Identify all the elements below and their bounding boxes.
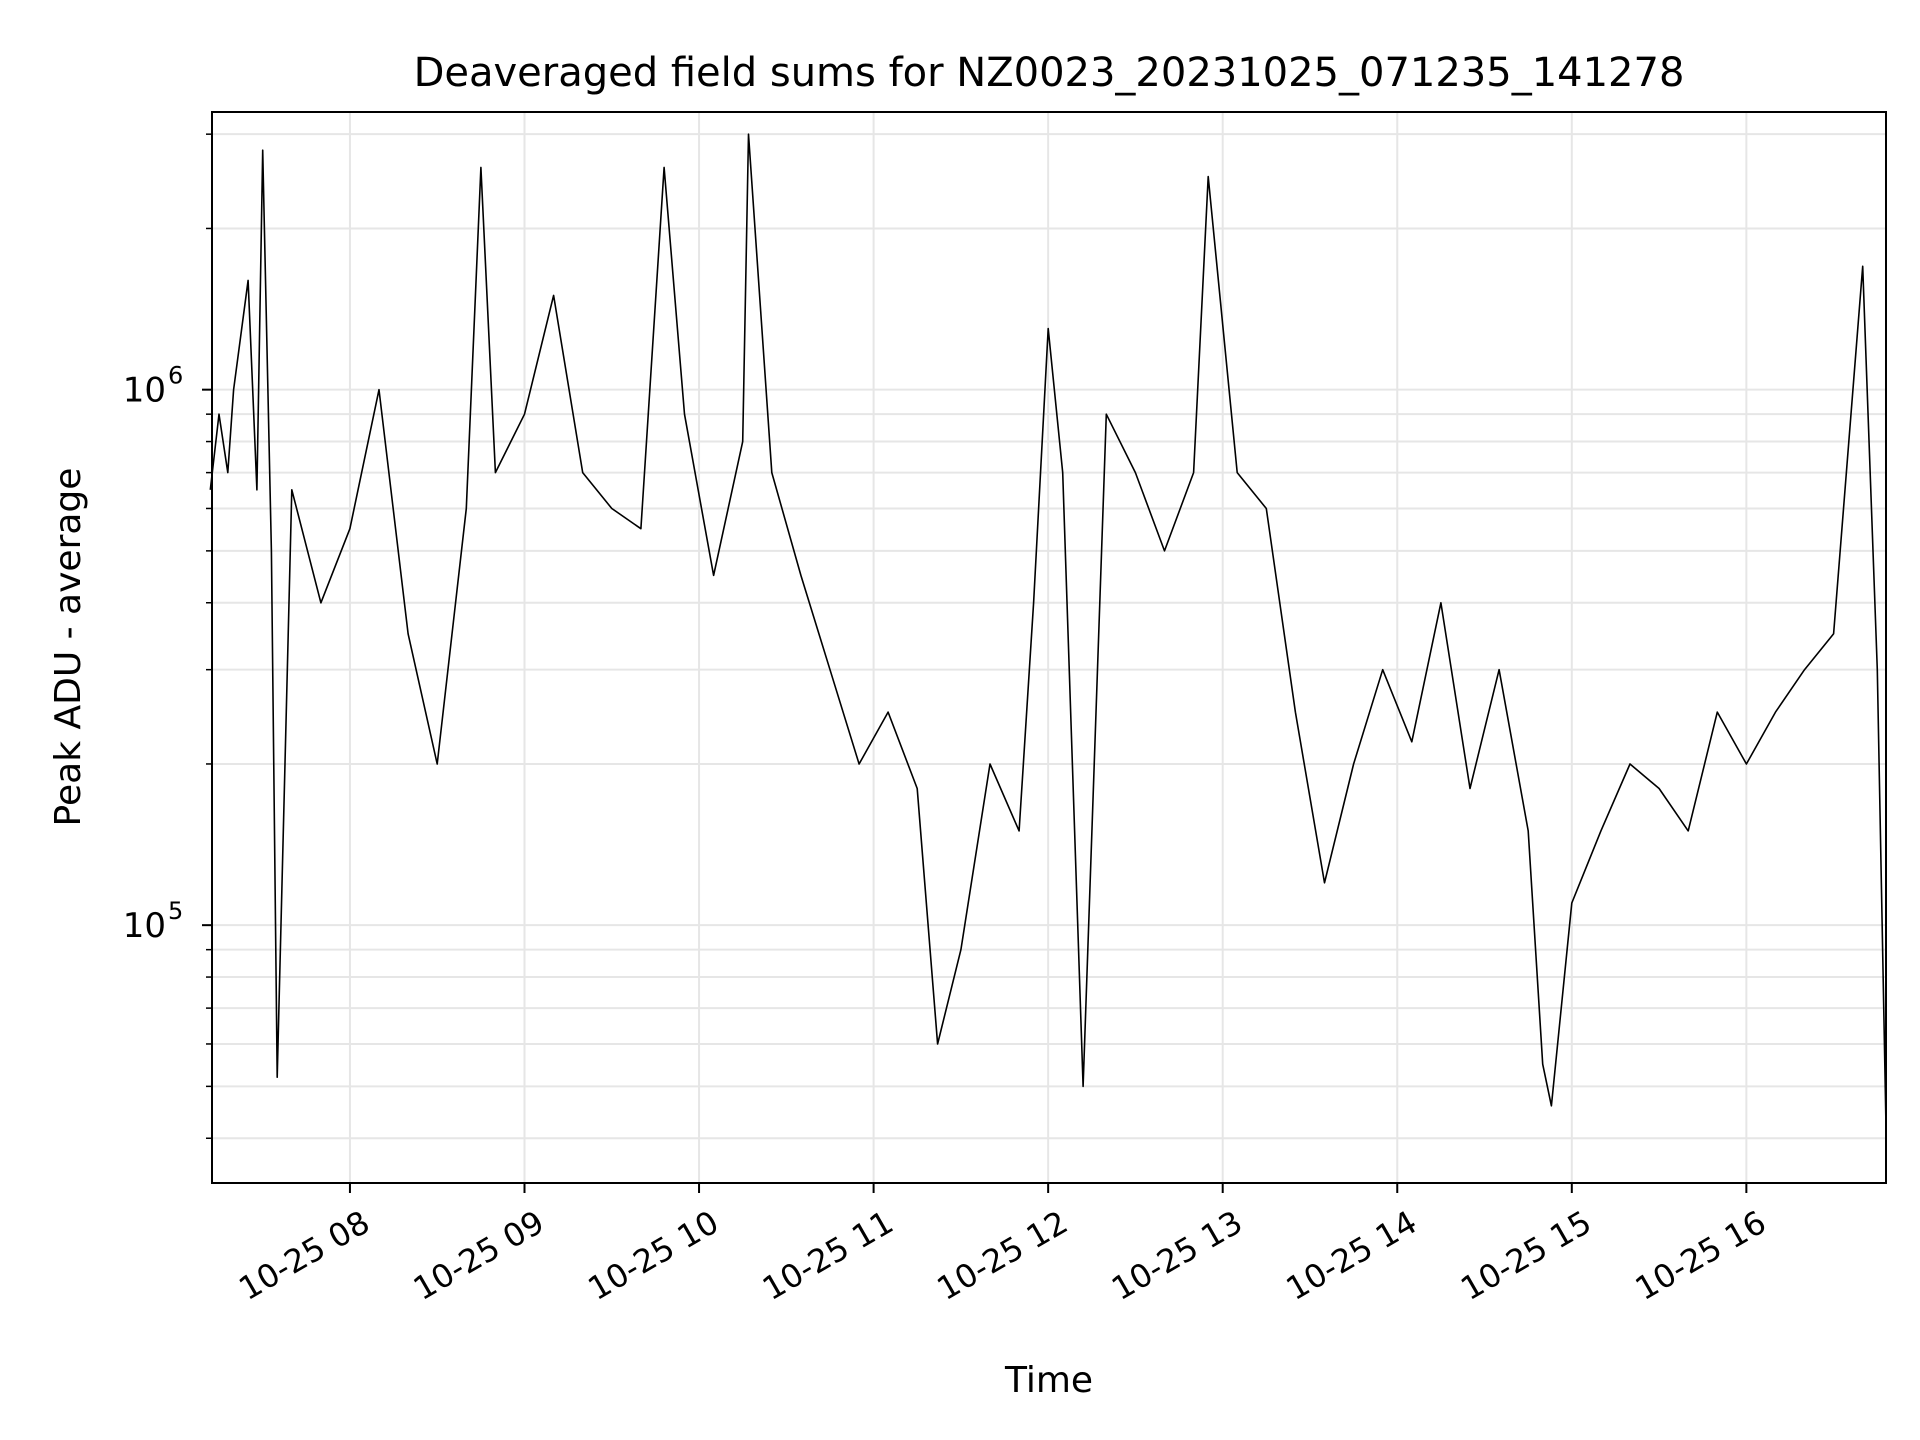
x-axis-label: Time (1004, 1360, 1093, 1401)
y-tick-exponent: 5 (168, 897, 183, 925)
x-tick-label: 10-25 08 (232, 1203, 376, 1308)
y-tick-exponent: 6 (168, 362, 183, 390)
x-tick-label: 10-25 12 (931, 1203, 1075, 1308)
x-tick-label: 10-25 15 (1454, 1203, 1598, 1308)
x-tick-label: 10-25 11 (756, 1203, 900, 1308)
y-axis-label: Peak ADU - average (48, 468, 89, 827)
x-tick-label: 10-25 16 (1629, 1203, 1773, 1308)
x-tick-label: 10-25 10 (581, 1203, 725, 1308)
x-tick-label: 10-25 13 (1105, 1203, 1249, 1308)
x-axis: 10-25 08 10-25 09 10-25 10 10-25 11 10-25 12… (232, 1183, 1772, 1308)
chart-title: Deaveraged field sums for NZ0023_2023102… (414, 50, 1685, 96)
y-tick-label: 10 (123, 906, 166, 946)
x-tick-label: 10-25 09 (407, 1203, 551, 1308)
grid (212, 112, 1886, 1183)
y-tick-label: 10 (123, 371, 166, 411)
x-tick-label: 10-25 14 (1280, 1203, 1424, 1308)
series-line (209, 133, 1887, 1127)
series-group (209, 133, 1887, 1127)
